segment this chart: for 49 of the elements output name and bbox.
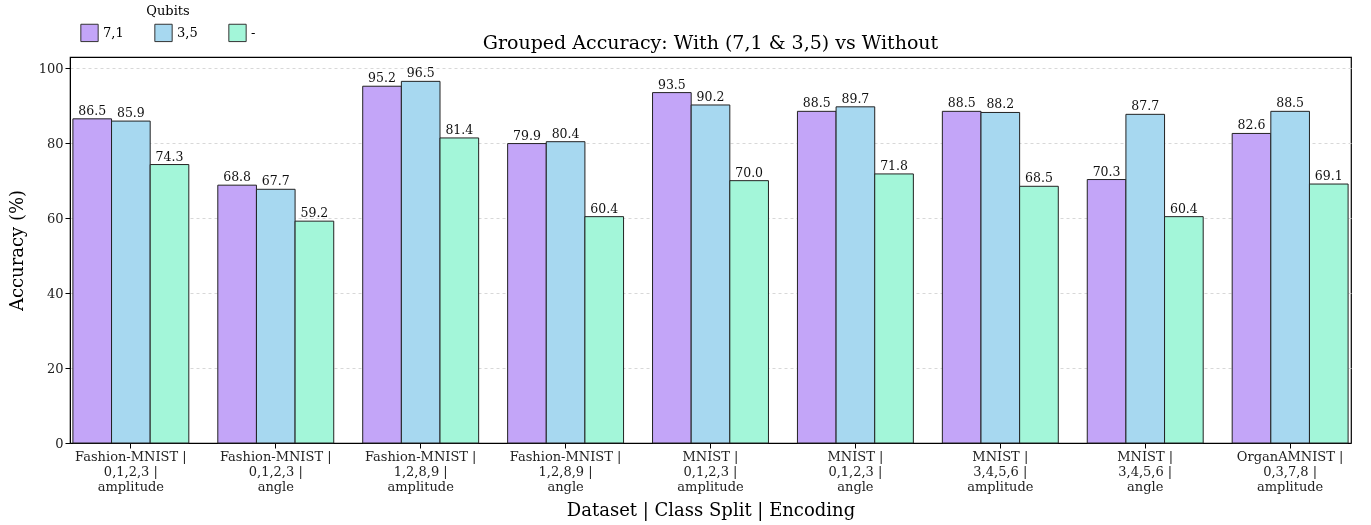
data-label: 60.4 [1169, 200, 1198, 216]
data-label: 88.2 [986, 96, 1015, 112]
data-label: 80.4 [551, 125, 580, 141]
y-tick-label: 60 [46, 210, 64, 226]
data-label: 67.7 [261, 173, 290, 189]
data-label: 59.2 [300, 205, 329, 221]
data-label: 70.0 [735, 164, 764, 180]
y-tick-label: 100 [38, 60, 64, 76]
y-tick-label: 40 [46, 285, 64, 301]
x-tick-label: Fashion-MNIST | 0,1,2,3 | angle [219, 448, 332, 494]
x-tick-label: MNIST | 3,4,5,6 | amplitude [967, 448, 1034, 494]
data-label: 93.5 [657, 76, 686, 92]
data-label: 96.5 [406, 65, 435, 81]
data-label: 70.3 [1092, 163, 1121, 179]
legend-label: 3,5 [177, 24, 198, 40]
data-label: 81.4 [445, 121, 474, 137]
x-tick-label: MNIST | 0,1,2,3 | angle [827, 448, 884, 494]
x-axis-title: Dataset | Class Split | Encoding [566, 498, 856, 521]
data-label: 74.3 [155, 148, 184, 164]
y-tick-label: 20 [46, 360, 64, 376]
data-label: 86.5 [78, 102, 107, 118]
data-label: 90.2 [696, 88, 725, 104]
x-tick-label: Fashion-MNIST | 0,1,2,3 | amplitude [75, 448, 187, 494]
data-label: 87.7 [1131, 98, 1160, 114]
x-tick-label: Fashion-MNIST | 1,2,8,9 | angle [509, 448, 622, 494]
data-label: 69.1 [1314, 168, 1343, 184]
legend-title: Qubits [146, 3, 190, 18]
x-tick-label: Fashion-MNIST | 1,2,8,9 | amplitude [364, 448, 477, 494]
y-axis-title: Accuracy (%) [5, 189, 27, 313]
data-label: 60.4 [590, 200, 619, 216]
data-label: 88.5 [802, 95, 831, 111]
legend-label: 7,1 [103, 24, 124, 40]
data-label: 79.9 [513, 127, 541, 143]
x-tick-label: MNIST | 3,4,5,6 | angle [1117, 448, 1174, 494]
data-label: 85.9 [116, 105, 145, 121]
data-label: 88.5 [947, 95, 976, 111]
y-tick-label: 0 [55, 435, 64, 451]
data-label: 71.8 [880, 157, 909, 173]
data-label: 82.6 [1237, 117, 1266, 133]
data-label: 68.8 [223, 169, 252, 185]
data-label: 89.7 [841, 90, 870, 106]
chart-title: Grouped Accuracy: With (7,1 & 3,5) vs Without [482, 31, 939, 53]
x-tick-label: OrganAMNIST | 0,3,7,8 | amplitude [1236, 448, 1344, 494]
legend-label: - [251, 24, 256, 40]
y-tick-label: 80 [46, 135, 64, 151]
data-label: 68.5 [1025, 170, 1053, 186]
data-label: 95.2 [368, 70, 396, 86]
x-tick-label: MNIST | 0,1,2,3 | amplitude [677, 448, 744, 494]
data-label: 88.5 [1276, 95, 1305, 111]
